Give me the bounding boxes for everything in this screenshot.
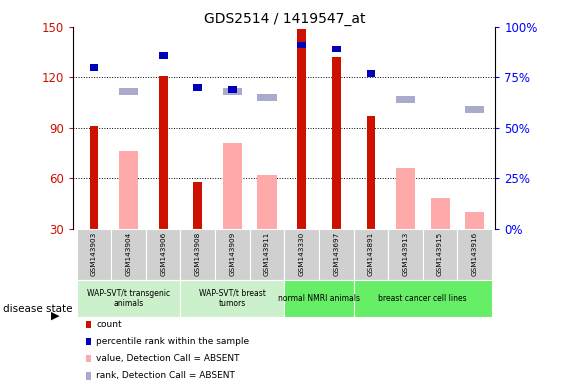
Text: rank, Detection Call = ABSENT: rank, Detection Call = ABSENT [96,371,235,380]
Text: GSM143697: GSM143697 [333,232,339,276]
Text: WAP-SVT/t breast
tumors: WAP-SVT/t breast tumors [199,289,266,308]
Bar [77,280,181,317]
Bar [332,46,341,53]
Text: GSM143891: GSM143891 [368,232,374,276]
Bar [223,143,242,229]
Bar [146,229,181,280]
Bar [388,229,423,280]
Bar [223,88,242,95]
Bar [284,229,319,280]
Text: normal NMRI animals: normal NMRI animals [278,294,360,303]
Bar [90,126,99,229]
Bar [297,28,306,229]
Bar [465,106,484,113]
Bar [367,116,375,229]
Bar [181,280,284,317]
Bar [215,229,250,280]
Bar [159,76,168,229]
Bar [194,182,202,229]
Bar [86,321,91,328]
Bar [250,229,284,280]
Bar [194,84,202,91]
Bar [159,52,168,58]
Text: count: count [96,320,122,329]
Text: percentile rank within the sample: percentile rank within the sample [96,337,249,346]
Text: breast cancer cell lines: breast cancer cell lines [378,294,467,303]
Text: GSM143909: GSM143909 [229,232,235,276]
Bar [297,42,306,48]
Bar [396,168,415,229]
Title: GDS2514 / 1419547_at: GDS2514 / 1419547_at [204,12,365,26]
Bar [354,280,492,317]
Bar [319,229,354,280]
Bar [367,70,375,77]
Bar [431,199,450,229]
Bar [86,355,91,362]
Bar [86,338,91,346]
Text: value, Detection Call = ABSENT: value, Detection Call = ABSENT [96,354,240,363]
Bar [284,280,354,317]
Text: GSM143908: GSM143908 [195,232,201,276]
Bar [465,212,484,229]
Bar [423,229,457,280]
Bar [119,88,138,95]
Text: GSM143915: GSM143915 [437,232,443,276]
Bar [354,229,388,280]
Bar [396,96,415,103]
Bar [86,372,91,379]
Bar [111,229,146,280]
Text: GSM143906: GSM143906 [160,232,166,276]
Text: ▶: ▶ [51,311,59,321]
Text: GSM143913: GSM143913 [403,232,408,276]
Text: GSM143916: GSM143916 [472,232,477,276]
Bar [90,64,99,71]
Bar [181,229,215,280]
Bar [77,229,111,280]
Text: WAP-SVT/t transgenic
animals: WAP-SVT/t transgenic animals [87,289,170,308]
Bar [228,86,236,93]
Text: GSM143904: GSM143904 [126,232,132,276]
Bar [332,57,341,229]
Text: GSM143911: GSM143911 [264,232,270,276]
Text: GSM143330: GSM143330 [298,232,305,276]
Bar [257,175,276,229]
Text: GSM143903: GSM143903 [91,232,97,276]
Bar [119,151,138,229]
Bar [457,229,492,280]
Text: disease state: disease state [3,304,72,314]
Bar [257,94,276,101]
